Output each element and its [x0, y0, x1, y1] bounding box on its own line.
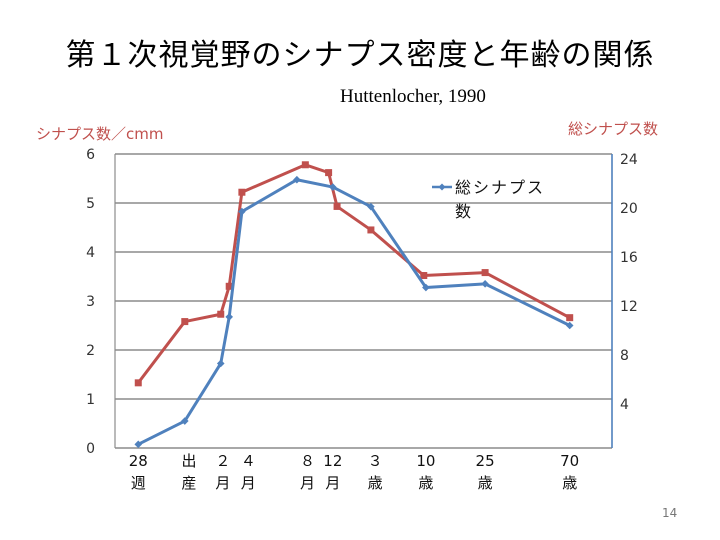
x-tick-label: 月 — [325, 474, 340, 492]
page-number: 14 — [662, 506, 678, 520]
x-tick-label: 月 — [241, 474, 256, 492]
slide-title: 第１次視覚野のシナプス密度と年齢の関係 — [65, 38, 655, 73]
series-point — [420, 272, 428, 280]
axes — [114, 154, 613, 449]
left-tick-label: 1 — [86, 392, 95, 408]
x-tick-label: 産 — [182, 474, 197, 492]
x-tick-label: 歳 — [418, 474, 433, 492]
series-point — [181, 318, 189, 326]
x-tick-label: 週 — [131, 474, 146, 492]
right-tick-label: 8 — [620, 348, 629, 364]
series-point — [566, 314, 574, 322]
x-tick-label: 月 — [215, 474, 230, 492]
right-axis-ticks: 4 8 12 16 20 24 — [620, 152, 638, 413]
series-group — [134, 161, 574, 449]
legend-label-wrap: 数 — [455, 202, 471, 221]
series-point — [325, 169, 333, 177]
left-tick-label: 6 — [86, 147, 95, 163]
legend-label: 総シナプス — [455, 178, 545, 197]
series-point — [367, 202, 375, 211]
x-tick-label: 出 — [182, 452, 197, 470]
citation: Huttenlocher, 1990 — [340, 86, 486, 107]
series-point — [422, 283, 430, 292]
series-point — [134, 379, 142, 387]
right-axis-label: 総シナプス数 — [568, 120, 658, 138]
x-tick-label: 歳 — [478, 474, 493, 492]
series-line-1 — [137, 163, 571, 384]
series-point — [180, 417, 189, 425]
left-axis-label: シナプス数／cmm — [36, 125, 163, 143]
x-tick-label: 歳 — [562, 474, 577, 492]
series-point — [216, 359, 225, 368]
series-point — [329, 183, 337, 191]
x-tick-label: 28 — [129, 452, 148, 470]
x-tick-label: 12 — [323, 452, 342, 470]
left-axis-ticks: 0 1 2 3 4 5 6 — [86, 147, 95, 457]
series-point — [301, 161, 309, 169]
legend-marker — [438, 183, 446, 191]
left-tick-label: 5 — [86, 196, 95, 212]
x-tick-label: ２ — [215, 452, 230, 470]
series-point — [217, 310, 225, 318]
left-tick-label: 3 — [86, 294, 95, 310]
right-tick-label: 16 — [620, 250, 638, 266]
series-point — [333, 202, 341, 210]
series-point — [238, 188, 246, 196]
x-tick-label: 歳 — [368, 474, 383, 492]
right-tick-label: 12 — [620, 299, 638, 315]
series-point — [565, 321, 574, 330]
x-tick-label: ４ — [241, 452, 256, 470]
series-point — [225, 282, 233, 290]
x-tick-label: 25 — [476, 452, 495, 470]
x-tick-label: 月 — [300, 474, 315, 492]
series-point — [238, 207, 246, 216]
right-tick-label: 24 — [620, 152, 638, 168]
left-tick-label: 2 — [86, 343, 95, 359]
legend: 総シナプス数 — [432, 178, 545, 221]
series-point — [293, 175, 301, 184]
series-point — [134, 440, 143, 449]
series-point — [481, 269, 489, 277]
right-tick-label: 4 — [620, 397, 629, 413]
x-tick-label: ３ — [368, 452, 383, 470]
x-tick-label: 10 — [416, 452, 435, 470]
right-tick-label: 20 — [620, 201, 638, 217]
x-tick-label: 70 — [560, 452, 579, 470]
series-point — [225, 313, 234, 321]
x-tick-label: ８ — [300, 452, 315, 470]
series-point — [367, 226, 375, 234]
left-tick-label: 0 — [86, 441, 95, 457]
left-tick-label: 4 — [86, 245, 95, 261]
series-point — [481, 280, 489, 288]
